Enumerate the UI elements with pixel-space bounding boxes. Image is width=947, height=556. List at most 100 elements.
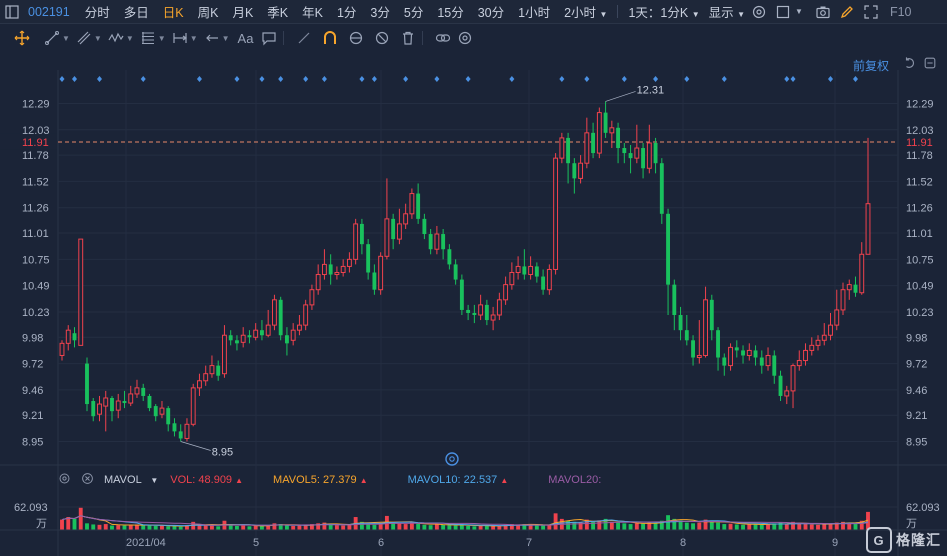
candle-body-down (741, 350, 745, 356)
magnet-tool[interactable] (322, 30, 338, 46)
volume-bar (828, 523, 833, 530)
high-leader-line (605, 91, 636, 102)
fibonacci-tool[interactable]: ▼ (140, 30, 166, 46)
gear-icon[interactable] (58, 472, 71, 488)
tab-period-week-k[interactable]: 周K (197, 6, 219, 20)
pencil-icon[interactable] (839, 4, 855, 20)
sidebar-toggle-icon[interactable] (4, 4, 20, 20)
indicator-select[interactable]: MAVOL ▼ (104, 474, 158, 486)
wave-tool[interactable]: ▼ (108, 30, 134, 46)
price-tick-right: 12.29 (906, 99, 934, 111)
link-tool[interactable] (435, 30, 451, 46)
hide-drawings-tool[interactable] (374, 30, 390, 46)
vol-readout: VOL: 48.909 ▲ (170, 474, 243, 486)
volume-bar (291, 525, 296, 530)
tab-period-month-k[interactable]: 月K (232, 6, 254, 20)
price-tick-right: 9.21 (906, 410, 927, 422)
tab-period-30min[interactable]: 30分 (477, 6, 505, 20)
checkbox-icon[interactable] (775, 4, 791, 20)
price-tick-right: 8.95 (906, 437, 927, 449)
volume-bar (709, 521, 714, 530)
tab-period-year-k[interactable]: 年K (302, 6, 323, 20)
volume-bar (359, 521, 364, 530)
chevron-down-icon: ▼ (62, 33, 70, 43)
volume-bar (116, 525, 121, 530)
period-bar: 002191 分时 多日 日K 周K 月K 季K 年K 1分 3分 5分 15分… (0, 0, 947, 24)
candle-body-down (453, 264, 458, 280)
volume-bar (235, 525, 239, 530)
tab-period-3min[interactable]: 3分 (370, 6, 390, 20)
arrow-tool[interactable]: ▼ (204, 30, 230, 46)
comment-tool[interactable] (261, 30, 277, 46)
volume-bar (678, 520, 683, 530)
tab-period-1hour[interactable]: 1小时 (518, 6, 551, 20)
minimize-icon[interactable] (923, 56, 937, 70)
volume-bar (653, 522, 658, 530)
tab-period-multiday[interactable]: 多日 (123, 6, 149, 20)
toolbar-settings[interactable] (457, 30, 473, 46)
volume-axis-unit-right: 万 (906, 518, 917, 530)
volume-bar (466, 525, 471, 530)
tab-period-fenshi[interactable]: 分时 (84, 6, 110, 20)
volume-bar (516, 524, 521, 530)
volume-bar (447, 525, 452, 530)
tab-period-1min[interactable]: 1分 (336, 6, 357, 20)
divider (617, 5, 619, 18)
candle-body-up (209, 365, 215, 375)
candle-body-down (122, 401, 127, 404)
candle-body-up (265, 324, 271, 336)
stock-code[interactable]: 002191 (28, 4, 70, 19)
price-tick-right: 12.03 (906, 125, 934, 137)
candle-body-down (678, 315, 683, 331)
candle-body-down (541, 276, 546, 290)
price-tick-left: 10.75 (22, 254, 50, 266)
crosshair-tool[interactable] (14, 30, 30, 46)
text-tool[interactable]: Aa (238, 31, 254, 46)
volume-bar (78, 507, 83, 530)
price-tick-left: 9.72 (22, 359, 43, 371)
tab-period-quarter-k[interactable]: 季K (267, 6, 289, 20)
display-menu[interactable]: 显示 ▼ (707, 2, 747, 21)
line-tool[interactable]: ▼ (44, 30, 70, 46)
tab-period-day-k[interactable]: 日K (162, 6, 184, 20)
gear-icon[interactable] (751, 4, 767, 20)
fullscreen-icon[interactable] (863, 4, 879, 20)
lock-tool[interactable] (348, 30, 364, 46)
up-arrow-icon: ▲ (500, 476, 509, 485)
candle-body-down (672, 284, 677, 316)
camera-icon[interactable] (815, 4, 831, 20)
f10-button[interactable]: F10 (889, 4, 912, 19)
volume-bar (216, 526, 221, 530)
trend-line-icon (45, 31, 59, 45)
at-marker-icon[interactable] (445, 452, 459, 466)
close-icon[interactable] (81, 472, 94, 488)
ruler-tool[interactable] (296, 30, 312, 46)
candle-body-down (284, 335, 289, 344)
volume-bar (522, 524, 527, 530)
tab-period-2hour[interactable]: 2小时 ▼ (557, 2, 614, 21)
channel-tool[interactable]: ▼ (76, 30, 102, 46)
candle-body-up (240, 334, 246, 343)
volume-bar (434, 524, 439, 530)
tab-period-2hour-label: 2小时 (564, 6, 597, 20)
low-price-label: 8.95 (212, 447, 233, 459)
candle-body-up (809, 344, 815, 351)
candle-body-down (534, 266, 539, 277)
adjust-mode-select[interactable]: 前复权 (852, 59, 889, 73)
tab-period-5min[interactable]: 5分 (403, 6, 424, 20)
tab-period-15min[interactable]: 15分 (437, 6, 464, 20)
volume-bar (391, 522, 396, 530)
candle-body-down (141, 387, 146, 396)
kline-chart[interactable]: 12.29 12.29 12.03 12.03 11.78 11.78 11.52 11.52… (0, 70, 947, 556)
reset-icon[interactable] (903, 56, 917, 70)
candle-body-down (772, 355, 777, 376)
chevron-down-icon[interactable]: ▼ (795, 7, 803, 16)
volume-bar (784, 524, 789, 530)
candle-body-up (134, 387, 140, 395)
interval-select[interactable]: 1天：1分K ▼ (621, 2, 706, 21)
volume-bar (691, 523, 695, 530)
volume-bar (122, 525, 127, 530)
range-tool[interactable]: ▼ (172, 30, 198, 46)
delete-tool[interactable] (400, 30, 416, 46)
volume-bar (553, 513, 558, 530)
